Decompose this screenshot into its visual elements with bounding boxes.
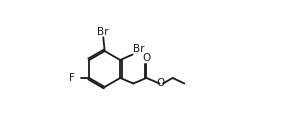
- Text: O: O: [156, 79, 165, 88]
- Text: Br: Br: [97, 27, 108, 37]
- Text: F: F: [69, 73, 75, 83]
- Text: O: O: [142, 53, 151, 63]
- Text: Br: Br: [133, 44, 145, 54]
